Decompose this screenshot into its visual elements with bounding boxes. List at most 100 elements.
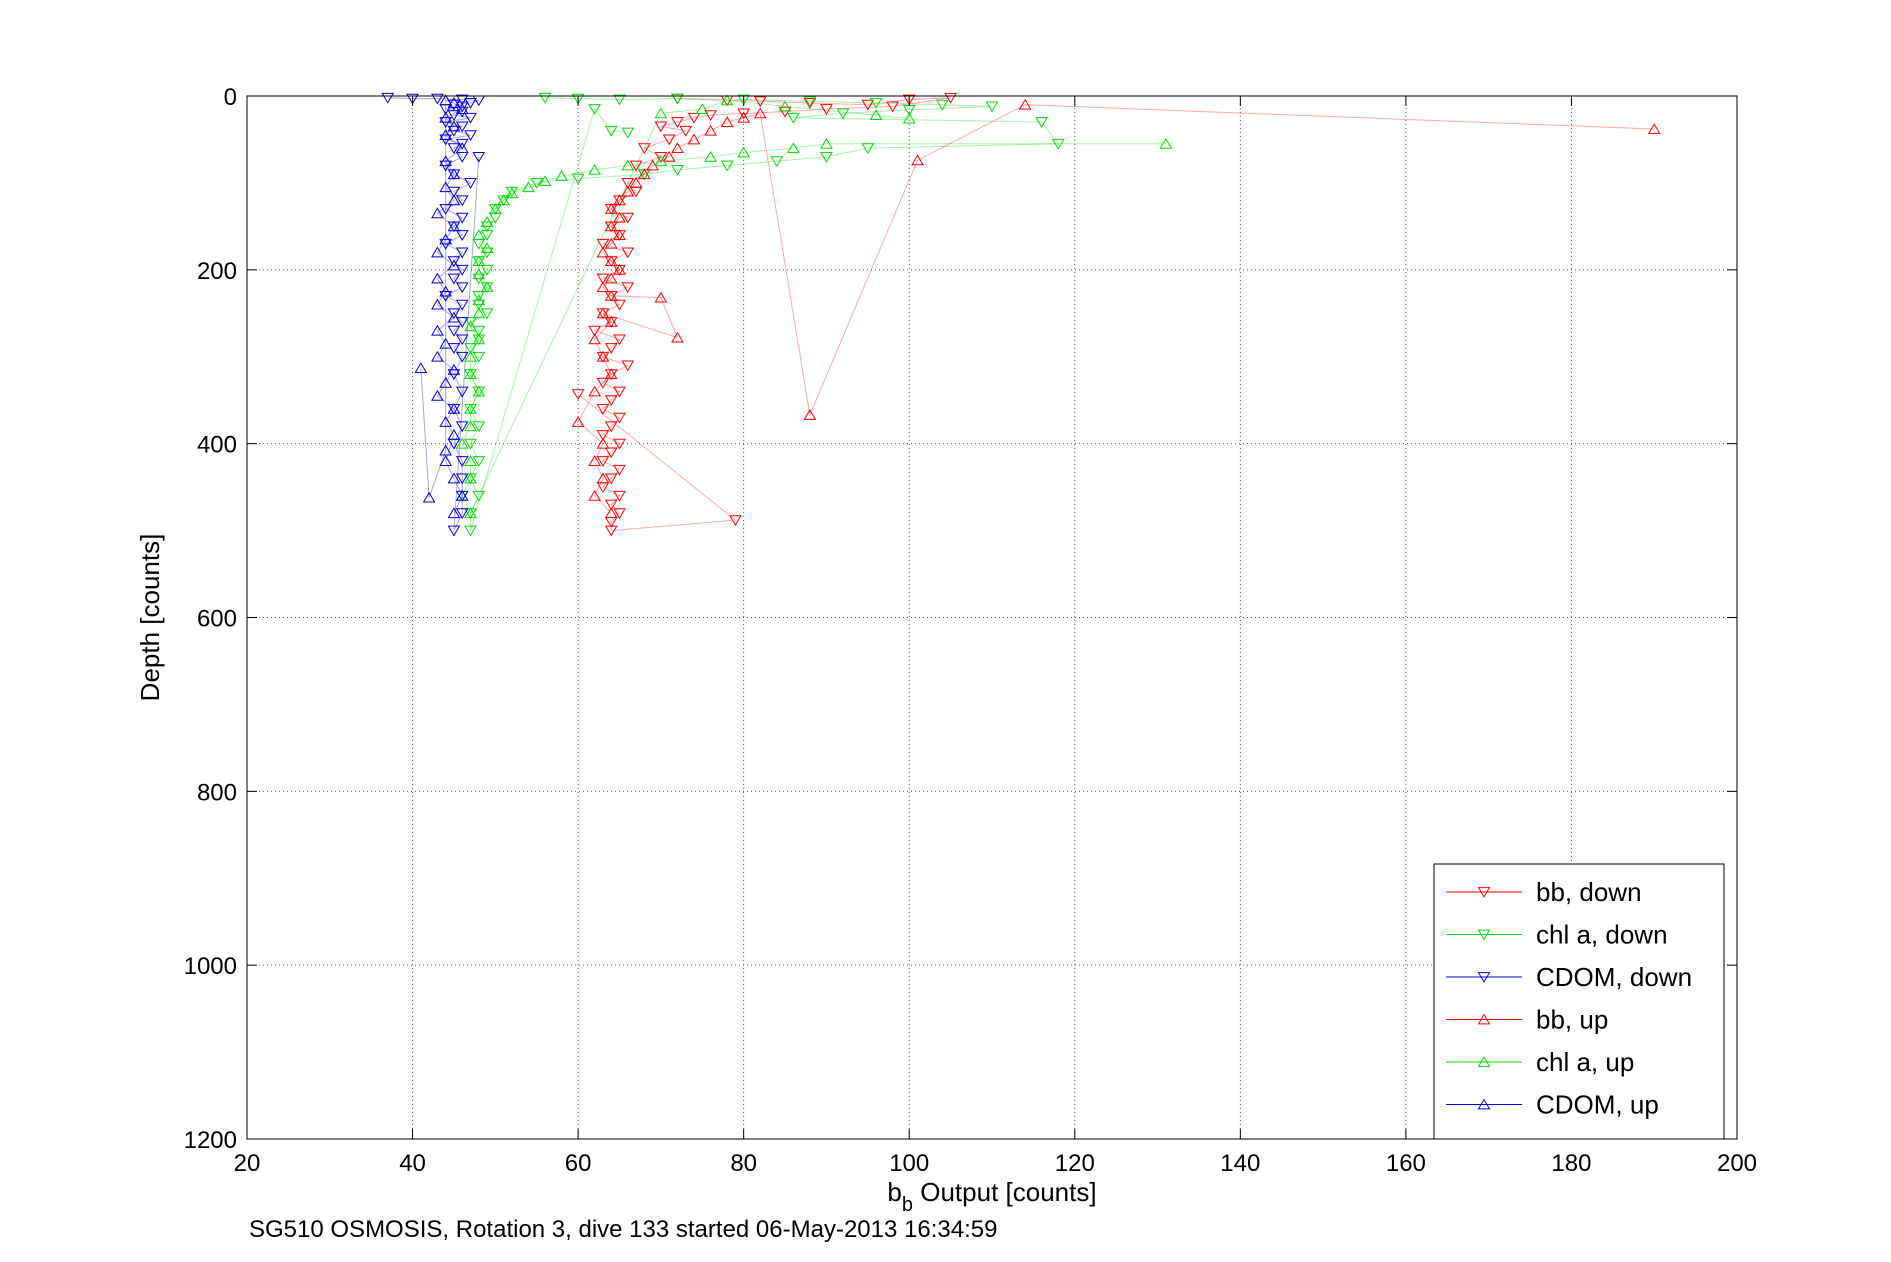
data-point-chl-a-down	[671, 164, 684, 176]
data-point-chl-a-up	[464, 472, 477, 484]
data-point-chl-a-up	[786, 142, 800, 154]
data-point-bb-down	[604, 473, 618, 485]
data-point-bb-down	[621, 282, 635, 294]
y-tick-label: 200	[197, 258, 237, 285]
data-point-cdom-up	[447, 363, 461, 375]
x-tick-label: 160	[1386, 1150, 1426, 1177]
data-point-bb-down	[621, 360, 635, 372]
data-point-cdom-down	[447, 256, 461, 268]
data-point-chl-a-down	[1051, 138, 1065, 150]
data-point-chl-a-up	[522, 181, 535, 193]
data-point-chl-a-down	[720, 160, 734, 172]
x-axis-label: bb Output [counts]	[887, 1177, 1096, 1216]
data-point-bb-up	[604, 507, 618, 519]
data-point-bb-down	[596, 273, 610, 285]
data-point-chl-a-up	[654, 155, 668, 167]
data-point-bb-down	[662, 134, 676, 146]
data-point-bb-up	[662, 150, 676, 162]
data-point-chl-a-down	[621, 127, 635, 139]
data-point-chl-a-down	[935, 99, 949, 111]
data-point-chl-a-down	[464, 343, 477, 354]
series-markers	[381, 92, 1661, 537]
data-point-chl-a-down	[472, 490, 486, 502]
data-point-bb-up	[604, 220, 618, 232]
data-point-bb-up	[604, 289, 618, 301]
data-point-bb-up	[604, 316, 618, 327]
legend-marker	[1477, 1013, 1491, 1025]
data-point-cdom-up	[447, 97, 461, 108]
data-point-bb-down	[944, 92, 957, 104]
data-point-chl-a-up	[464, 402, 477, 414]
data-point-cdom-down	[464, 178, 477, 189]
data-point-cdom-down	[455, 230, 469, 242]
data-point-chl-a-down	[861, 143, 875, 155]
x-tick-label: 140	[1220, 1150, 1260, 1177]
data-point-chl-a-up	[621, 159, 635, 171]
data-point-bb-up	[753, 107, 767, 119]
data-point-chl-a-down	[472, 421, 486, 433]
data-point-bb-up	[613, 194, 626, 206]
data-point-bb-down	[613, 464, 626, 476]
data-point-cdom-down	[464, 112, 477, 124]
data-point-cdom-down	[455, 282, 469, 294]
data-point-cdom-down	[455, 195, 469, 207]
figure-caption: SG510 OSMOSIS, Rotation 3, dive 133 star…	[249, 1216, 997, 1243]
y-axis-label: Depth [counts]	[135, 534, 165, 702]
data-point-chl-a-up	[472, 307, 486, 319]
data-point-cdom-down	[406, 93, 419, 105]
data-point-cdom-up	[439, 416, 453, 427]
data-point-bb-down	[613, 299, 626, 311]
data-point-bb-down	[604, 525, 618, 537]
data-point-cdom-up	[439, 233, 453, 245]
data-point-chl-a-up	[480, 216, 494, 227]
x-axis-label-rest: Output [counts]	[913, 1177, 1097, 1207]
data-point-cdom-down	[455, 508, 469, 520]
data-point-bb-down	[753, 96, 767, 108]
data-point-bb-down	[886, 101, 900, 113]
data-point-bb-up	[671, 331, 684, 343]
data-point-bb-up	[654, 291, 668, 303]
data-point-cdom-down	[447, 273, 461, 285]
data-point-chl-a-up	[488, 203, 502, 214]
data-point-chl-a-down	[472, 291, 486, 302]
data-point-bb-down	[902, 94, 916, 106]
data-point-chl-a-down	[588, 104, 602, 115]
data-point-cdom-up	[447, 429, 461, 440]
y-tick-label: 600	[197, 606, 237, 633]
data-point-cdom-up	[431, 298, 444, 310]
legend: bb, down chl a, down CDOM, down bb, up chl a…	[1433, 863, 1725, 1140]
data-point-cdom-up	[439, 337, 453, 349]
data-point-bb-down	[588, 325, 602, 337]
data-point-bb-down	[613, 386, 626, 398]
data-point-bb-down	[604, 395, 618, 407]
data-point-cdom-down	[439, 204, 453, 215]
data-point-chl-a-down	[464, 525, 477, 537]
data-point-chl-a-up	[588, 163, 602, 175]
data-point-cdom-down	[472, 151, 486, 163]
data-point-bb-up	[604, 237, 618, 249]
data-point-bb-up	[613, 229, 626, 240]
data-point-chl-a-down	[786, 112, 800, 124]
data-point-chl-a-down	[671, 93, 684, 105]
data-point-cdom-up	[431, 207, 444, 219]
data-point-chl-a-up	[464, 420, 477, 432]
data-point-cdom-up	[439, 94, 453, 106]
data-point-chl-a-up	[869, 109, 883, 121]
data-point-cdom-down	[455, 386, 469, 398]
data-point-cdom-up	[431, 350, 444, 362]
data-point-bb-down	[654, 121, 668, 133]
data-point-bb-down	[571, 389, 585, 401]
data-point-chl-a-up	[505, 187, 519, 199]
data-point-bb-up	[720, 116, 734, 127]
data-point-chl-a-up	[472, 333, 486, 345]
data-point-chl-a-down	[571, 93, 585, 105]
data-point-bb-up	[613, 211, 626, 223]
data-point-bb-down	[820, 104, 833, 115]
data-point-cdom-down	[455, 299, 469, 311]
data-point-bb-up	[1647, 123, 1661, 134]
x-tick-label: 100	[889, 1150, 929, 1177]
data-point-chl-a-down	[480, 264, 494, 276]
data-point-chl-a-up	[497, 194, 510, 206]
data-point-cdom-up	[455, 103, 469, 114]
legend-marker	[1477, 887, 1491, 898]
